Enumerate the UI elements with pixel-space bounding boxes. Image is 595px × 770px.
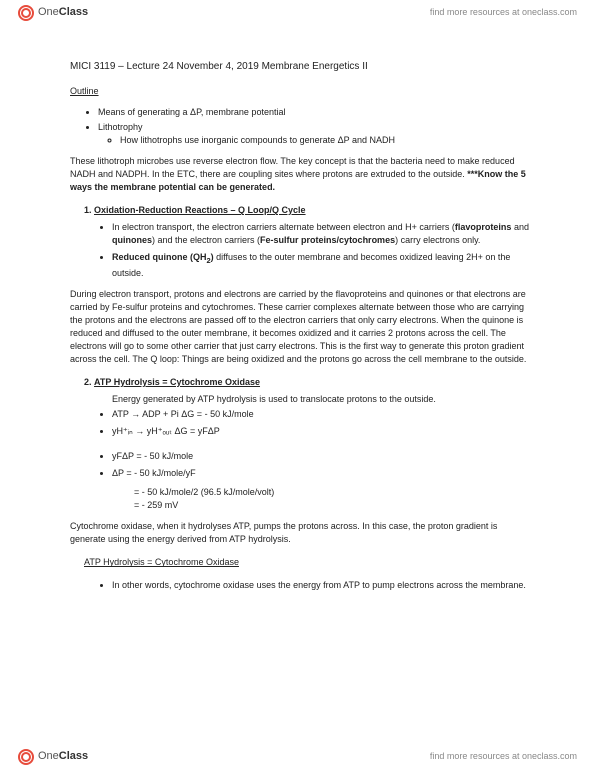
eq-lhs: yH⁺ᵢₙ → yH⁺ₒᵤₜ <box>112 426 172 436</box>
outline-subitem: How lithotrophs use inorganic compounds … <box>120 134 535 147</box>
equation-row: yFΔP = - 50 kJ/mole <box>112 450 535 463</box>
tagline-bottom: find more resources at oneclass.com <box>430 750 577 763</box>
doc-title: MICI 3119 – Lecture 24 November 4, 2019 … <box>70 60 535 75</box>
outline-sublist: How lithotrophs use inorganic compounds … <box>98 134 535 147</box>
outline-item-label: Lithotrophy <box>98 122 143 132</box>
paragraph: During electron transport, protons and e… <box>70 288 535 366</box>
top-bar: OneClass find more resources at oneclass… <box>0 0 595 26</box>
logo-icon <box>18 749 34 765</box>
tagline-top: find more resources at oneclass.com <box>430 6 577 19</box>
logo-one: One <box>38 750 59 762</box>
txt: ) and the electron carriers ( <box>152 235 260 245</box>
term: Reduced quinone (QH2) <box>112 252 214 262</box>
section-1-heading: 1. Oxidation-Reduction Reactions – Q Loo… <box>70 204 535 217</box>
txt: Reduced quinone (QH <box>112 252 207 262</box>
paragraph: These lithotroph microbes use reverse el… <box>70 155 535 194</box>
paragraph: Cytochrome oxidase, when it hydrolyses A… <box>70 520 535 546</box>
section-title: ATP Hydrolysis = Cytochrome Oxidase <box>94 377 260 387</box>
logo-one: One <box>38 6 59 18</box>
logo-class: Class <box>59 6 88 18</box>
logo: OneClass <box>18 5 88 21</box>
logo-class: Class <box>59 750 88 762</box>
list-item: In other words, cytochrome oxidase uses … <box>112 579 535 592</box>
eq-rhs: ΔG = - 50 kJ/mole <box>181 409 253 419</box>
term: quinones <box>112 235 152 245</box>
equation-row: ATP → ADP + Pi ΔG = - 50 kJ/mole <box>112 408 535 421</box>
outline-item: Lithotrophy How lithotrophs use inorgani… <box>98 121 535 147</box>
logo-icon <box>18 5 34 21</box>
bottom-bar: OneClass find more resources at oneclass… <box>0 744 595 770</box>
eq-rhs: ΔG = yFΔP <box>175 426 220 436</box>
txt: and <box>511 222 529 232</box>
term: flavoproteins <box>455 222 512 232</box>
equation-row: yH⁺ᵢₙ → yH⁺ₒᵤₜ ΔG = yFΔP <box>112 425 535 438</box>
section-2-heading: 2. ATP Hydrolysis = Cytochrome Oxidase <box>70 376 535 389</box>
equation-row: ΔP = - 50 kJ/mole/yF <box>112 467 535 480</box>
eq-lhs: ATP → ADP + Pi <box>112 409 179 419</box>
logo-text: OneClass <box>38 5 88 21</box>
section-number: 2. <box>84 377 92 387</box>
section-2-intro: Energy generated by ATP hydrolysis is us… <box>70 393 535 406</box>
list-item: In electron transport, the electron carr… <box>112 221 535 247</box>
section-3-list: In other words, cytochrome oxidase uses … <box>70 579 535 592</box>
equation-cont: = - 50 kJ/mole/2 (96.5 kJ/mole/volt) <box>70 486 535 499</box>
sub-heading: ATP Hydrolysis = Cytochrome Oxidase <box>70 556 535 569</box>
equation-list-2: yFΔP = - 50 kJ/mole ΔP = - 50 kJ/mole/yF <box>70 450 535 480</box>
logo-bottom: OneClass <box>18 749 88 765</box>
outline-list: Means of generating a ΔP, membrane poten… <box>70 106 535 147</box>
page-content: MICI 3119 – Lecture 24 November 4, 2019 … <box>70 60 535 599</box>
section-1-list: In electron transport, the electron carr… <box>70 221 535 280</box>
para-text: These lithotroph microbes use reverse el… <box>70 156 515 179</box>
outline-item: Means of generating a ΔP, membrane poten… <box>98 106 535 119</box>
term: Fe-sulfur proteins/cytochromes <box>260 235 395 245</box>
txt: ) carry electrons only. <box>395 235 480 245</box>
equation-cont: = - 259 mV <box>70 499 535 512</box>
txt: In electron transport, the electron carr… <box>112 222 455 232</box>
outline-heading: Outline <box>70 85 535 98</box>
section-title: Oxidation-Reduction Reactions – Q Loop/Q… <box>94 205 306 215</box>
list-item: Reduced quinone (QH2) diffuses to the ou… <box>112 251 535 280</box>
section-number: 1. <box>84 205 92 215</box>
logo-text: OneClass <box>38 749 88 765</box>
equation-list: ATP → ADP + Pi ΔG = - 50 kJ/mole yH⁺ᵢₙ →… <box>70 408 535 438</box>
